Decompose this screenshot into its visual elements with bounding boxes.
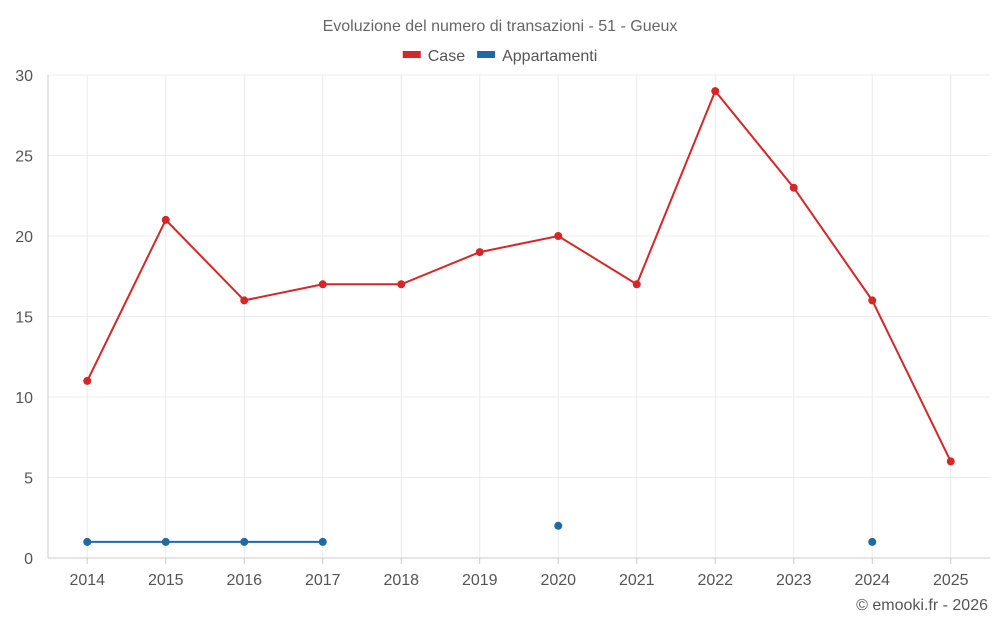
y-tick-label: 25 bbox=[15, 149, 33, 166]
series-case bbox=[83, 87, 955, 466]
legend-swatch bbox=[477, 51, 496, 58]
legend-swatch bbox=[402, 51, 421, 58]
legend-item-case[interactable]: Case bbox=[402, 48, 465, 65]
x-tick-label: 2021 bbox=[619, 572, 655, 589]
legend-item-appartamenti[interactable]: Appartamenti bbox=[477, 48, 597, 65]
x-tick-label: 2015 bbox=[148, 572, 184, 589]
x-tick-label: 2023 bbox=[776, 572, 812, 589]
data-point[interactable] bbox=[554, 521, 563, 530]
data-point[interactable] bbox=[632, 280, 641, 289]
data-point[interactable] bbox=[161, 215, 170, 224]
series-appartamenti bbox=[83, 521, 877, 546]
data-point[interactable] bbox=[318, 280, 327, 289]
chart-title: Evoluzione del numero di transazioni - 5… bbox=[323, 18, 678, 35]
y-tick-label: 20 bbox=[15, 229, 33, 246]
x-tick-label: 2014 bbox=[69, 572, 105, 589]
x-tick-label: 2025 bbox=[933, 572, 969, 589]
series-layer bbox=[83, 87, 955, 546]
legend-label: Case bbox=[428, 48, 465, 65]
data-point[interactable] bbox=[161, 537, 170, 546]
legend: Case Appartamenti bbox=[402, 48, 597, 65]
data-point[interactable] bbox=[868, 537, 877, 546]
credit-text: © emooki.fr - 2026 bbox=[856, 597, 988, 614]
data-point[interactable] bbox=[318, 537, 327, 546]
data-point[interactable] bbox=[711, 87, 720, 96]
x-tick-label: 2018 bbox=[383, 572, 419, 589]
x-tick-label: 2019 bbox=[462, 572, 498, 589]
x-tick-label: 2024 bbox=[854, 572, 890, 589]
y-tick-label: 30 bbox=[15, 68, 33, 85]
data-point[interactable] bbox=[83, 376, 92, 385]
legend-label: Appartamenti bbox=[502, 48, 597, 65]
data-point[interactable] bbox=[946, 457, 955, 466]
data-point[interactable] bbox=[789, 183, 798, 192]
series-line bbox=[86, 89, 952, 462]
y-tick-label: 0 bbox=[24, 551, 33, 568]
y-tick-label: 15 bbox=[15, 310, 33, 327]
x-tick-label: 2020 bbox=[540, 572, 576, 589]
x-tick-label: 2022 bbox=[697, 572, 733, 589]
grid bbox=[48, 74, 990, 559]
data-point[interactable] bbox=[83, 537, 92, 546]
y-tick-label: 5 bbox=[24, 471, 33, 488]
x-tick-label: 2017 bbox=[305, 572, 341, 589]
data-point[interactable] bbox=[240, 537, 249, 546]
data-point[interactable] bbox=[475, 248, 484, 257]
data-point[interactable] bbox=[240, 296, 249, 305]
data-point[interactable] bbox=[554, 232, 563, 240]
data-point[interactable] bbox=[868, 296, 877, 305]
data-point[interactable] bbox=[397, 280, 406, 289]
y-tick-label: 10 bbox=[15, 390, 33, 407]
x-tick-label: 2016 bbox=[226, 572, 262, 589]
